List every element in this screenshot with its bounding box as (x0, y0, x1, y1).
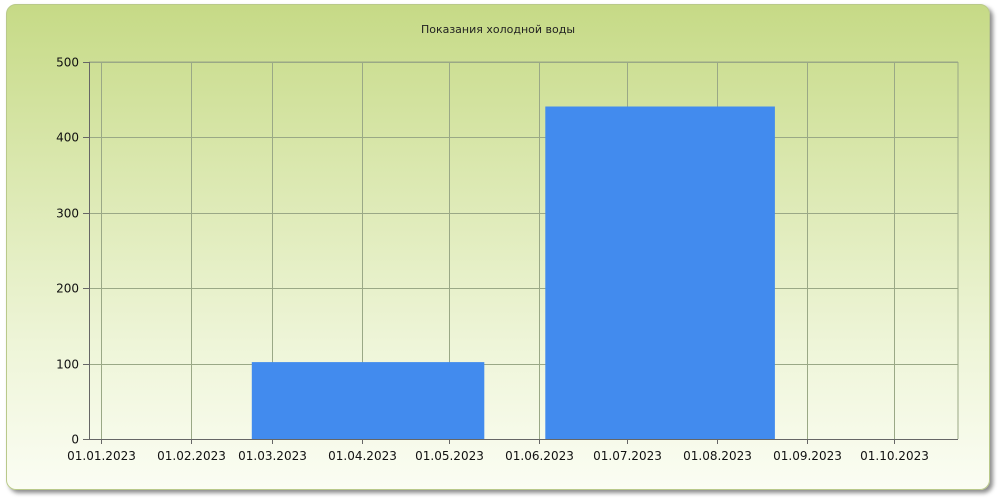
chart-title: Показания холодной воды (420, 23, 576, 36)
x-tick-label: 01.08.2023 (683, 449, 752, 463)
chart-panel: Показания холодной воды (6, 4, 990, 490)
x-tick-label: 01.05.2023 (415, 449, 484, 463)
x-tick-label: 01.10.2023 (860, 449, 929, 463)
y-tick-label: 100 (56, 358, 79, 372)
x-tick-label: 01.04.2023 (328, 449, 397, 463)
x-tick-label: 01.03.2023 (238, 449, 307, 463)
bar-2[interactable] (545, 106, 775, 440)
bar-series (251, 106, 775, 440)
y-tick-label: 400 (56, 131, 79, 145)
x-tick-label: 01.09.2023 (773, 449, 842, 463)
x-tick-label: 01.01.2023 (67, 449, 136, 463)
x-tick-label: 01.07.2023 (593, 449, 662, 463)
y-tick-label: 300 (56, 207, 79, 221)
x-tick-label: 01.02.2023 (157, 449, 226, 463)
y-tick-label: 500 (56, 56, 79, 70)
grid-lines (89, 61, 959, 440)
axes (83, 62, 958, 444)
y-tick-label: 0 (71, 433, 79, 447)
bar-1[interactable] (251, 362, 485, 439)
x-tick-label: 01.06.2023 (505, 449, 574, 463)
tick-labels: 0 100 200 300 400 500 01.01.2023 01.02.2023 01.0… (56, 56, 929, 464)
y-tick-label: 200 (56, 282, 79, 296)
